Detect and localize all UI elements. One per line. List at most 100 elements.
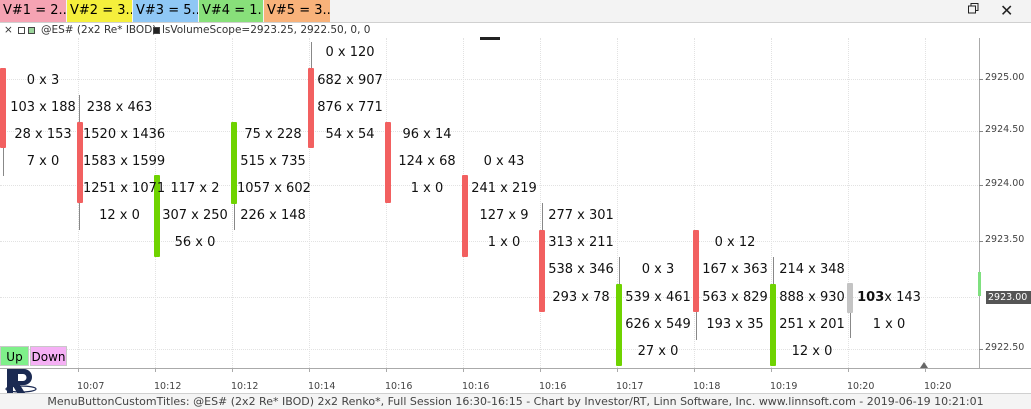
tab-v3[interactable]: V#3 = 5...: [133, 0, 198, 22]
time-tick: [771, 368, 772, 372]
chart-symbol[interactable]: @ES# (2x2 Re* IBOD): [41, 24, 157, 36]
grid-line: [0, 185, 978, 186]
wick: [311, 42, 312, 72]
tab-v1[interactable]: V#1 = 2...: [0, 0, 66, 22]
volume-cell: 226 x 148: [240, 208, 306, 223]
time-tick: [386, 368, 387, 372]
volume-cell: 682 x 907: [317, 73, 383, 88]
volume-cell: 96 x 14: [402, 127, 452, 142]
price-label: 2924.50: [985, 124, 1025, 135]
volume-cell: 539 x 461: [625, 290, 691, 305]
grid-line: [848, 38, 849, 368]
wick: [696, 310, 697, 340]
price-tick: [979, 131, 983, 132]
volume-cell: 167 x 363: [702, 262, 768, 277]
grid-line: [0, 349, 978, 350]
time-label: 10:16: [385, 381, 413, 392]
grid-line: [771, 38, 772, 368]
menu-button-bar: V#1 = 2... V#2 = 3... V#3 = 5... V#4 = 1…: [0, 0, 1031, 23]
time-label: 10:07: [77, 381, 105, 392]
price-label: 2925.00: [985, 72, 1025, 83]
renko-brick-up[interactable]: [770, 284, 776, 366]
time-tick: [155, 368, 156, 372]
renko-brick-down[interactable]: [385, 122, 391, 203]
price-highlight: [978, 272, 981, 296]
volume-cell: 0 x 3: [26, 73, 60, 88]
volume-cell: 538 x 346: [548, 262, 614, 277]
time-label: 10:14: [308, 381, 336, 392]
price-label: 2922.50: [985, 342, 1025, 353]
time-tick: [694, 368, 695, 372]
study-marker-icon: [153, 27, 160, 34]
investor-rt-logo-icon: [4, 367, 38, 403]
chart-settings-icon[interactable]: [18, 27, 25, 34]
volume-cell: 626 x 549: [625, 317, 691, 332]
volume-cell: 313 x 211: [548, 235, 614, 250]
down-button[interactable]: Down: [30, 346, 67, 366]
wick: [773, 257, 774, 287]
volume-cell: 241 x 219: [471, 181, 537, 196]
time-tick: [925, 368, 926, 372]
grid-line: [925, 38, 926, 368]
tab-v4[interactable]: V#4 = 1...: [199, 0, 263, 22]
volume-cell: 124 x 68: [398, 154, 456, 169]
chart-layout-icon[interactable]: [28, 27, 35, 34]
volume-cell-bid: 103: [857, 290, 885, 305]
renko-brick-neutral[interactable]: [847, 283, 853, 313]
volume-cell-ask: x 143: [884, 290, 921, 305]
time-tick: [617, 368, 618, 372]
volume-cell: 1057 x 602: [237, 181, 311, 196]
volume-cell: 54 x 54: [325, 127, 375, 142]
volume-cell: 12 x 0: [791, 344, 833, 359]
volume-cell: 28 x 153: [14, 127, 72, 142]
current-price-label: 2923.00: [986, 291, 1031, 304]
price-axis[interactable]: [979, 38, 1031, 368]
volume-cell: 75 x 228: [244, 127, 302, 142]
volume-cell: 563 x 829: [702, 290, 768, 305]
volume-cell: 103x 143: [853, 290, 925, 305]
volume-cell: 876 x 771: [317, 100, 383, 115]
status-bar: MenuButtonCustomTitles: @ES# (2x2 Re* IB…: [0, 393, 1031, 409]
chart-close-icon[interactable]: ×: [4, 24, 13, 36]
volume-cell: 515 x 735: [240, 154, 306, 169]
renko-brick-down[interactable]: [0, 68, 6, 148]
renko-brick-down[interactable]: [462, 175, 468, 257]
volume-cell: 1583 x 1599: [83, 154, 166, 169]
close-icon[interactable]: ✕: [1000, 1, 1014, 20]
tab-v2[interactable]: V#2 = 3...: [67, 0, 132, 22]
renko-brick-up[interactable]: [616, 284, 622, 366]
volume-cell: 1 x 0: [872, 317, 906, 332]
volume-cell: 1520 x 1436: [83, 127, 166, 142]
time-tick: [848, 368, 849, 372]
time-label: 10:12: [154, 381, 182, 392]
volume-cell: 0 x 3: [641, 262, 675, 277]
time-label: 10:12: [231, 381, 259, 392]
renko-brick-up[interactable]: [231, 122, 237, 204]
renko-brick-down[interactable]: [308, 68, 314, 148]
price-label: 2923.50: [985, 234, 1025, 245]
restore-icon[interactable]: [968, 3, 979, 18]
renko-brick-down[interactable]: [77, 122, 83, 203]
volume-cell: 0 x 12: [714, 235, 756, 250]
grid-line: [0, 131, 978, 132]
volume-cell: 238 x 463: [86, 100, 153, 115]
renko-brick-up[interactable]: [154, 175, 160, 257]
volume-cell: 214 x 348: [779, 262, 845, 277]
wick: [542, 203, 543, 233]
time-cursor-marker: [920, 362, 928, 368]
volume-cell: 1251 x 1071: [83, 181, 166, 196]
grid-line: [694, 38, 695, 368]
volume-cell: 0 x 120: [325, 45, 375, 60]
price-label: 2924.00: [985, 178, 1025, 189]
tab-v5[interactable]: V#5 = 3...: [264, 0, 330, 22]
time-tick: [232, 368, 233, 372]
time-label: 10:20: [847, 381, 875, 392]
renko-brick-down[interactable]: [539, 230, 545, 312]
up-button[interactable]: Up: [0, 346, 29, 366]
grid-line: [0, 241, 978, 242]
volume-cell: 193 x 35: [706, 317, 764, 332]
time-axis[interactable]: [0, 368, 1031, 392]
time-tick: [309, 368, 310, 372]
volume-cell: 56 x 0: [174, 235, 216, 250]
renko-brick-down[interactable]: [693, 230, 699, 312]
